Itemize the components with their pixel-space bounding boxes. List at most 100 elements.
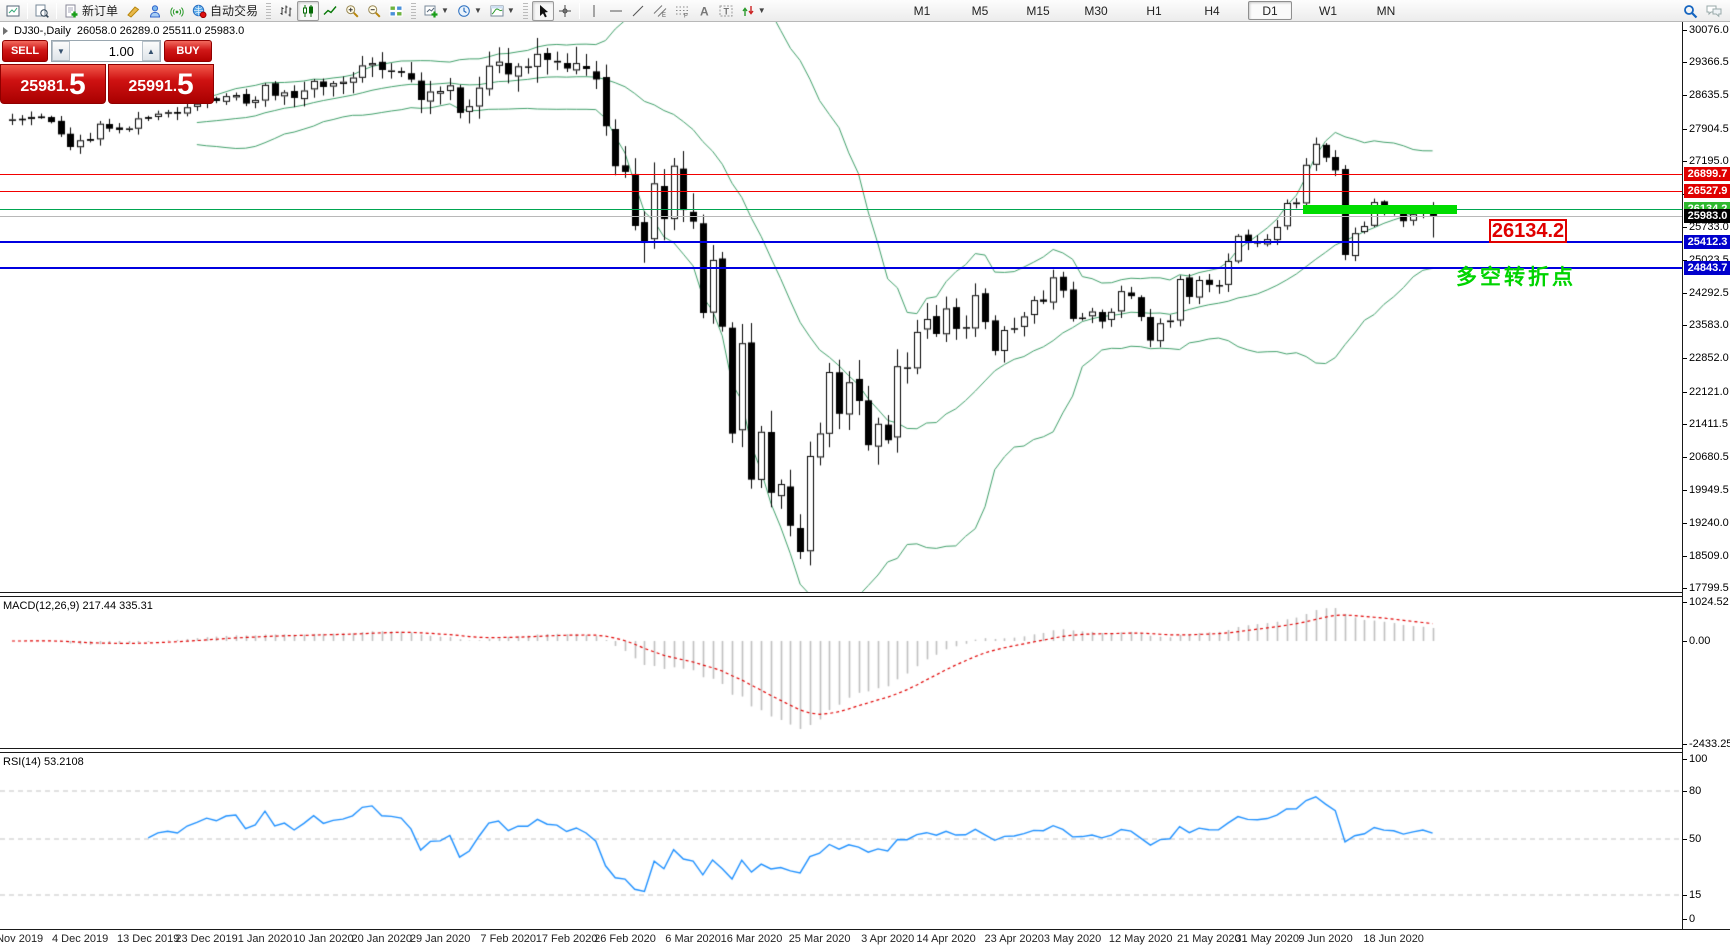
annotation-text[interactable]: 多空转折点 — [1456, 266, 1576, 289]
rsi-panel-splitter[interactable] — [0, 748, 1682, 753]
axis-tick-mark — [1683, 791, 1687, 792]
chevron-down-icon: ▼ — [506, 5, 515, 15]
axis-tick-mark — [1683, 919, 1687, 920]
timeframe-h1[interactable]: H1 — [1146, 3, 1162, 18]
brush-icon[interactable] — [122, 1, 144, 21]
axis-tick-mark — [1683, 490, 1687, 491]
date-label: 13 Dec 2019 — [117, 933, 180, 945]
axis-tick-label: 25733.0 — [1689, 221, 1729, 233]
support-level-bar[interactable] — [1303, 205, 1457, 214]
timeframe-m5[interactable]: M5 — [971, 3, 989, 18]
toolbar-drag-handle[interactable] — [522, 2, 528, 19]
timeframe-mn[interactable]: MN — [1376, 3, 1396, 18]
toolbar-drag-handle[interactable] — [266, 2, 272, 19]
price-scale[interactable]: 30076.029366.528635.527904.527195.026464… — [1682, 22, 1730, 929]
date-label: 12 May 2020 — [1108, 933, 1173, 945]
pivot-price-label[interactable]: 26134.2 — [1489, 219, 1567, 243]
date-label: 31 May 2020 — [1235, 933, 1299, 945]
hline-25412.3[interactable] — [0, 241, 1682, 243]
axis-tick-mark — [1683, 424, 1687, 425]
axis-tick-label: 22852.0 — [1689, 352, 1729, 364]
buy-button[interactable]: BUY — [164, 40, 212, 62]
axis-tick-mark — [1683, 62, 1687, 63]
lot-decrease-button[interactable]: ▼ — [52, 41, 70, 61]
axis-tick-label: 15 — [1689, 889, 1702, 901]
toolbar-drag-handle[interactable] — [411, 2, 417, 19]
chart-template-button[interactable]: ▼ — [486, 1, 519, 21]
trendline-tool[interactable] — [627, 1, 649, 21]
axis-tick-mark — [1683, 129, 1687, 130]
date-label: 25 Mar 2020 — [788, 933, 851, 945]
new-order-button[interactable]: 新订单 — [60, 1, 122, 21]
lot-increase-button[interactable]: ▲ — [142, 41, 160, 61]
cursor-tool[interactable] — [531, 0, 554, 21]
hline-26899.7[interactable] — [0, 173, 1682, 175]
crosshair-tool[interactable] — [554, 1, 576, 21]
arrows-tool[interactable]: ▼ — [737, 1, 770, 21]
axis-tick-mark — [1683, 457, 1687, 458]
timeframe-w1[interactable]: W1 — [1319, 3, 1337, 18]
autotrading-button[interactable]: 自动交易 — [188, 1, 262, 21]
hline-25983[interactable] — [0, 215, 1682, 217]
timeframe-m15[interactable]: M15 — [1026, 3, 1050, 18]
date-label: 3 May 2020 — [1043, 933, 1102, 945]
timeframe-h4[interactable]: H4 — [1204, 3, 1220, 18]
line-chart-icon[interactable] — [319, 1, 341, 21]
hline-26134.2[interactable] — [0, 208, 1682, 210]
axis-tick-label: 21411.5 — [1689, 418, 1728, 430]
timeframe-m1[interactable]: M1 — [913, 3, 931, 18]
text-tool[interactable]: A — [693, 1, 715, 21]
timeframe-d1[interactable]: D1 — [1248, 1, 1292, 20]
buy-price[interactable]: 25991. 5 — [108, 64, 214, 104]
price-badge-25412.3: 25412.3 — [1684, 235, 1730, 249]
date-label: 21 May 2020 — [1176, 933, 1241, 945]
text-label-tool[interactable]: T — [715, 1, 737, 21]
period-clock-button[interactable]: ▼ — [453, 1, 486, 21]
axis-tick-label: 80 — [1689, 785, 1702, 797]
price-badge-25983.0: 25983.0 — [1684, 209, 1730, 223]
chart-canvas[interactable] — [0, 22, 1682, 929]
timeframe-group: M1 M5 M15 M30 H1 H4 D1 W1 MN — [900, 1, 1422, 20]
date-label: 9 Jun 2020 — [1298, 933, 1353, 945]
axis-tick-mark — [1683, 30, 1687, 31]
axis-tick-label: 24292.5 — [1689, 287, 1729, 299]
sell-button[interactable]: SELL — [2, 40, 48, 62]
axis-tick-label: 0 — [1689, 913, 1696, 925]
template-icon — [490, 5, 504, 16]
price-badge-24843.7: 24843.7 — [1684, 261, 1730, 275]
axis-tick-label: 27904.5 — [1689, 123, 1729, 135]
chart-window-icon[interactable] — [2, 1, 24, 21]
axis-tick-mark — [1683, 227, 1687, 228]
preview-icon[interactable] — [31, 1, 53, 21]
date-label: 25 Nov 2019 — [0, 933, 44, 945]
zoom-in-icon[interactable] — [341, 1, 363, 21]
equidistant-channel-tool[interactable]: E — [649, 1, 671, 21]
signal-icon[interactable] — [166, 1, 188, 21]
candlestick-chart-icon[interactable] — [297, 0, 320, 21]
tile-windows-icon[interactable] — [385, 1, 407, 21]
one-click-collapse-arrow[interactable] — [3, 27, 8, 35]
sell-price[interactable]: 25981. 5 — [0, 64, 106, 104]
vertical-line-tool[interactable] — [583, 1, 605, 21]
chart-title: DJ30-,Daily 26058.0 26289.0 25511.0 2598… — [3, 25, 244, 37]
ohlc-values: 26058.0 26289.0 25511.0 25983.0 — [76, 25, 245, 37]
bar-chart-icon[interactable] — [275, 1, 297, 21]
hline-26527.9[interactable] — [0, 190, 1682, 192]
chat-icon[interactable] — [1702, 1, 1726, 21]
lot-value-field[interactable]: 1.00 — [108, 43, 134, 59]
fibonacci-tool[interactable]: F — [671, 1, 693, 21]
horizontal-line-tool[interactable] — [605, 1, 627, 21]
new-chart-button[interactable]: ▼ — [420, 1, 453, 21]
date-label: 17 Feb 2020 — [535, 933, 598, 945]
axis-tick-mark — [1683, 744, 1687, 745]
axis-tick-mark — [1683, 602, 1687, 603]
svg-text:A: A — [700, 4, 709, 18]
profile-user-icon[interactable] — [144, 1, 166, 21]
timeframe-m30[interactable]: M30 — [1084, 3, 1108, 18]
macd-panel-splitter[interactable] — [0, 592, 1682, 597]
hline-24843.7[interactable] — [0, 266, 1682, 269]
axis-tick-label: 23583.0 — [1689, 319, 1729, 331]
search-icon[interactable] — [1679, 1, 1702, 21]
zoom-out-icon[interactable] — [363, 1, 385, 21]
